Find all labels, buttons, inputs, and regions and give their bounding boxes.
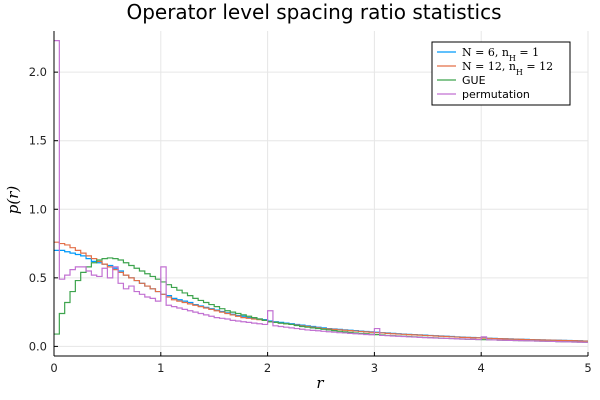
y-tick-label: 0.5 (29, 271, 47, 285)
legend-label: N = 12, nH = 12 (462, 60, 553, 77)
y-tick-label: 0.0 (29, 339, 47, 353)
x-tick-label: 1 (157, 361, 164, 375)
x-tick-label: 3 (371, 361, 378, 375)
y-tick-label: 1.5 (29, 134, 47, 148)
legend-label: N = 6, nH = 1 (462, 46, 539, 63)
series-layer (54, 40, 588, 343)
x-tick-label: 4 (478, 361, 485, 375)
axes (53, 31, 588, 357)
x-tick-label: 2 (264, 361, 271, 375)
ticks: 0 1 2 3 4 5 0.0 0.5 1.0 1.5 2.0 (29, 65, 592, 375)
x-tick-label: 0 (50, 361, 57, 375)
legend-label: GUE (462, 74, 486, 87)
x-tick-label: 5 (584, 361, 591, 375)
x-axis-label: r (316, 374, 324, 392)
legend-label: permutation (462, 88, 530, 101)
series-line-4 (54, 40, 588, 343)
y-tick-label: 1.0 (29, 202, 47, 216)
chart-title: Operator level spacing ratio statistics (126, 0, 501, 24)
y-axis-label: p(r) (4, 186, 22, 215)
y-tick-label: 2.0 (29, 65, 47, 79)
legend: N = 6, nH = 1N = 12, nH = 12GUEpermutati… (431, 41, 571, 106)
